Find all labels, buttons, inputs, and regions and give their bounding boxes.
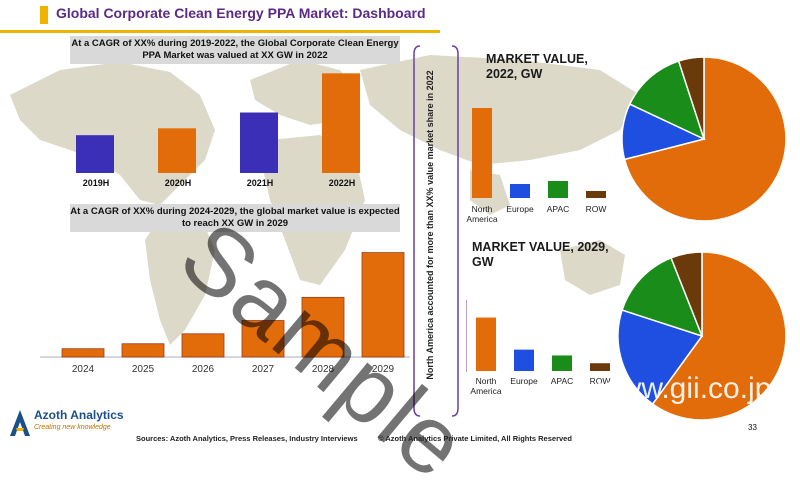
forecast-label-2026: 2026	[191, 364, 215, 375]
regional-2022-label-row: ROW	[585, 204, 607, 214]
forecast-bar-chart	[40, 252, 410, 358]
forecast-cagr-banner: At a CAGR of XX% during 2024-2029, the g…	[70, 204, 400, 232]
page-number: 33	[748, 423, 757, 432]
footer-sources: Sources: Azoth Analytics, Press Releases…	[136, 434, 358, 443]
regional-2022-label-europe: Europe	[506, 204, 534, 214]
historic-cagr-banner: At a CAGR of XX% during 2019-2022, the G…	[70, 36, 400, 64]
regional-2029-bar-europe	[514, 349, 534, 371]
side-note: North America accounted for more than XX…	[425, 70, 435, 380]
historic-label-2019h: 2019H	[82, 178, 110, 188]
pie-2029-slice-north-america	[651, 251, 787, 421]
regional-2029-bar-row	[590, 363, 610, 371]
forecast-label-2029: 2029	[371, 364, 395, 375]
forecast-bar-2026	[181, 333, 225, 358]
logo-mark-icon	[10, 410, 30, 436]
pie-2022-slice-apac	[628, 60, 706, 141]
historic-bar-2022h	[322, 73, 360, 173]
title-bar: Global Corporate Clean Energy PPA Market…	[0, 0, 440, 33]
forecast-label-2028: 2028	[311, 364, 335, 375]
footer: Sources: Azoth Analytics, Press Releases…	[0, 420, 800, 450]
historic-label-2021h: 2021H	[246, 178, 274, 188]
title-accent	[40, 6, 48, 24]
pie-2029-slice-apac	[621, 256, 704, 338]
pie-2029-slice-europe	[617, 309, 704, 406]
historic-label-2020h: 2020H	[164, 178, 192, 188]
regional-2029-label-row: ROW	[589, 376, 611, 386]
regional-bar-chart-2022	[472, 108, 606, 198]
forecast-bar-2024	[61, 348, 105, 358]
market-value-2022-title: MARKET VALUE, 2022, GW	[486, 52, 588, 81]
regional-2029-label-north-america: North America	[470, 376, 502, 396]
pie-2029-slice-row	[670, 251, 703, 337]
regional-2029-label-apac: APAC	[550, 376, 574, 386]
regional-2029-bar-north-america	[476, 317, 496, 371]
logo-tagline: Creating new knowledge	[34, 424, 111, 431]
regional-2022-bar-apac	[548, 181, 568, 198]
regional-2022-bar-north-america	[472, 108, 492, 198]
forecast-bar-2028	[301, 296, 345, 358]
regional-bar-chart-2029	[466, 300, 610, 372]
side-bracket	[413, 45, 459, 417]
forecast-label-2025: 2025	[131, 364, 155, 375]
company-logo: Azoth Analytics Creating new knowledge	[8, 404, 128, 444]
historic-bar-chart	[76, 73, 360, 173]
regional-2022-label-apac: APAC	[546, 204, 570, 214]
historic-bar-2019h	[76, 135, 114, 173]
footer-copyright: © Azoth Analytics Private Limited, All R…	[378, 434, 572, 443]
regional-share-pie-2029	[617, 251, 787, 421]
regional-2029-bar-apac	[552, 355, 572, 371]
historic-label-2022h: 2022H	[328, 178, 356, 188]
pie-2022-slice-row	[677, 56, 705, 140]
regional-share-pie-2022	[621, 56, 787, 222]
forecast-label-2024: 2024	[71, 364, 95, 375]
market-value-2029-title: MARKET VALUE, 2029, GW	[472, 240, 609, 269]
logo-name: Azoth Analytics	[34, 408, 124, 422]
forecast-bar-2025	[121, 343, 165, 358]
forecast-label-2027: 2027	[251, 364, 275, 375]
forecast-bar-2029	[361, 252, 405, 358]
page-title: Global Corporate Clean Energy PPA Market…	[56, 5, 426, 21]
historic-bar-2021h	[240, 112, 278, 173]
regional-2022-label-north-america: North America	[466, 204, 498, 224]
regional-2029-label-europe: Europe	[510, 376, 538, 386]
forecast-bar-2027	[241, 320, 285, 358]
regional-2022-bar-europe	[510, 184, 530, 198]
historic-bar-2020h	[158, 128, 196, 173]
regional-2022-bar-row	[586, 191, 606, 198]
